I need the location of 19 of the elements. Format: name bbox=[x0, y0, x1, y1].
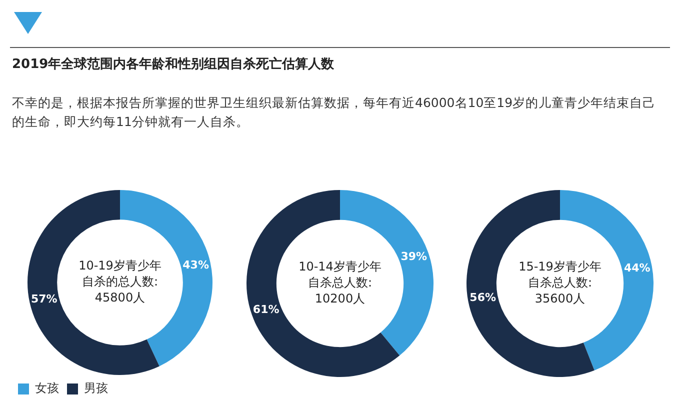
data-label: 43% bbox=[182, 258, 209, 272]
text: 10-14岁青少年 bbox=[298, 260, 382, 274]
text: 自杀总人数: bbox=[528, 276, 592, 290]
text: 35600人 bbox=[534, 292, 586, 306]
text: 15-19岁青少年 bbox=[518, 260, 602, 274]
data-label: 39% bbox=[400, 250, 428, 263]
text: 10-19岁青少年 bbox=[78, 258, 162, 273]
legend-label: 男孩 bbox=[84, 381, 108, 396]
data-label: 61% bbox=[252, 302, 280, 316]
text: 自杀的总人数: bbox=[82, 274, 158, 289]
legend-label: 女孩 bbox=[35, 381, 59, 396]
text: 自杀总人数: bbox=[308, 276, 372, 290]
data-label: 57% bbox=[31, 292, 58, 306]
chart-title: 2019年全球范围内各年龄和性别组因自杀死亡估算人数 bbox=[12, 56, 334, 73]
text: 不幸的是，根据本报告所掌握的世界卫生组织最新估算数据，每年有近46000名10至19岁的儿童青少年结束自己的生命，即大约每11分钟就有一人自杀。 bbox=[12, 94, 657, 131]
text: 45800人 bbox=[94, 290, 146, 305]
text: 10200人 bbox=[314, 292, 366, 306]
data-label: 44% bbox=[624, 262, 650, 275]
data-label: 56% bbox=[470, 291, 496, 304]
